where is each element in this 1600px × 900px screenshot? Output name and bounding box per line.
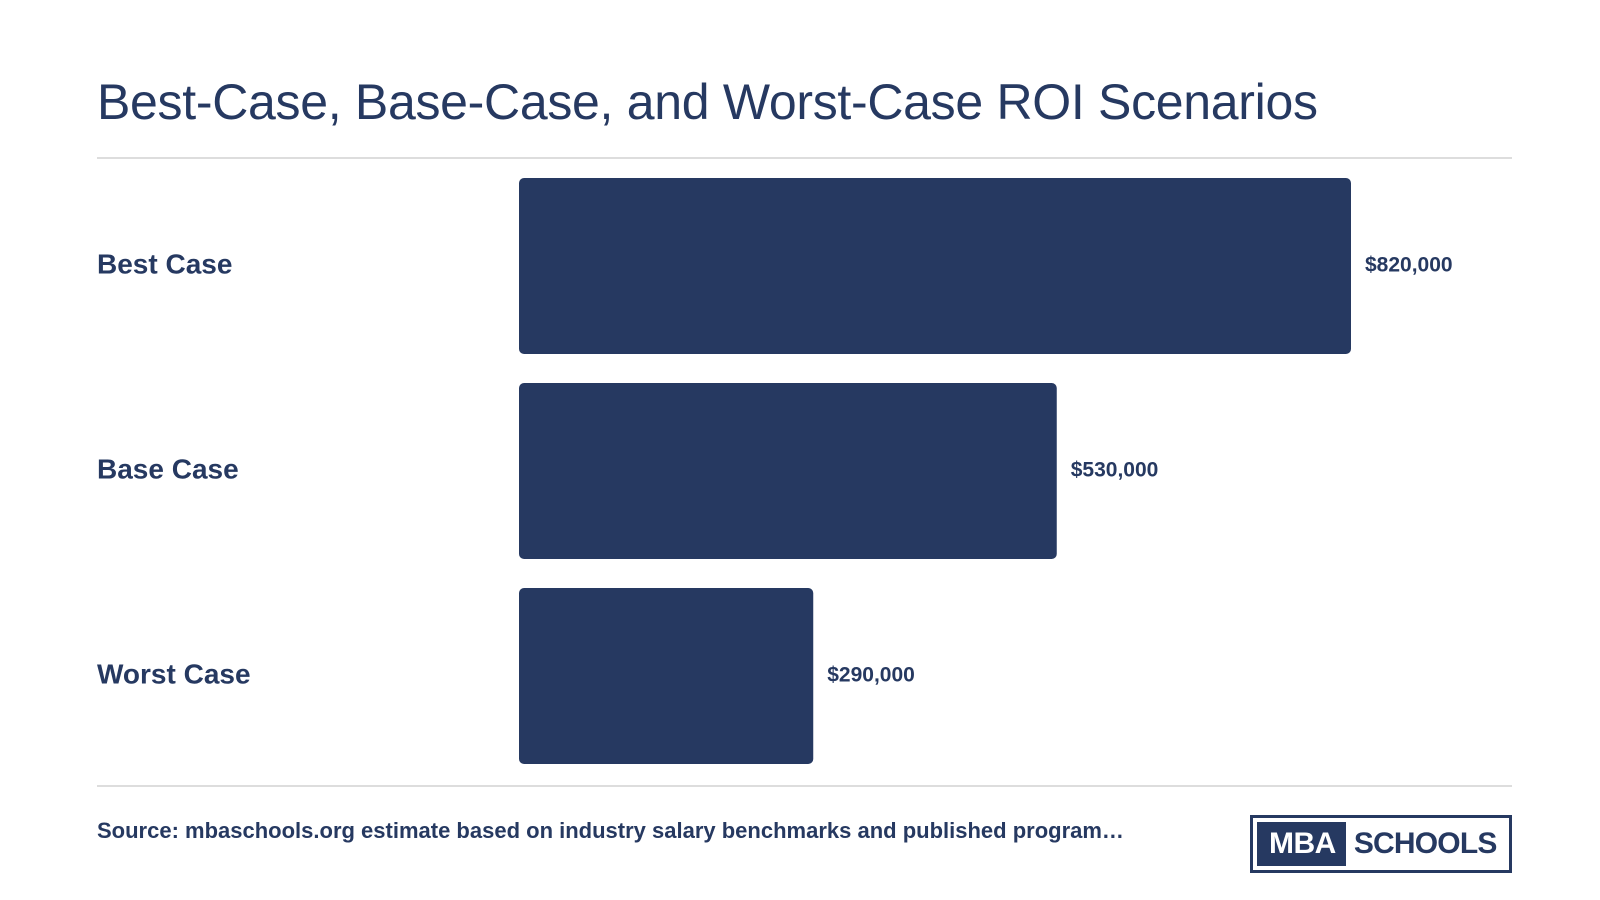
logo-schools-text: SCHOOLS (1353, 827, 1498, 860)
bottom-divider (97, 785, 1512, 787)
bar-worst-case (519, 588, 814, 764)
source-note: Source: mbaschools.org estimate based on… (97, 818, 1124, 843)
value-label: $820,000 (1365, 254, 1453, 277)
mba-schools-logo: MBA SCHOOLS (1250, 815, 1512, 873)
category-label: Best Case (97, 248, 232, 279)
category-label: Worst Case (97, 658, 251, 689)
category-label: Base Case (97, 453, 239, 484)
logo-mba-text: MBA (1257, 822, 1346, 866)
top-divider (97, 157, 1512, 159)
bar-base-case (519, 383, 1057, 559)
value-label: $290,000 (827, 664, 915, 687)
chart-title: Best-Case, Base-Case, and Worst-Case ROI… (97, 74, 1318, 130)
bar-best-case (519, 178, 1351, 354)
value-label: $530,000 (1071, 459, 1159, 482)
